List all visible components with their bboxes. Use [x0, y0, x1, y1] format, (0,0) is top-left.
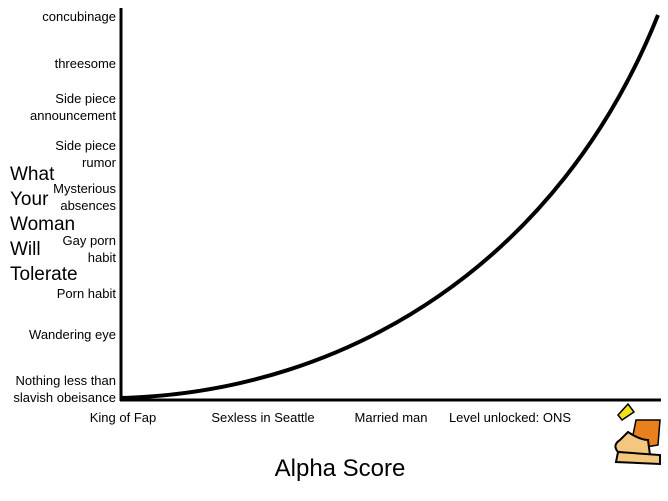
x-tick-label: Level unlocked: ONS	[448, 410, 572, 425]
x-tick-label: King of Fap	[89, 410, 157, 425]
x-tick-label: Married man	[354, 410, 428, 425]
y-tick-label: Mysterious absences	[53, 181, 116, 213]
y-tick-label: threesome	[54, 56, 116, 71]
y-tick-label: Gay porn habit	[62, 233, 116, 265]
y-tick-label: Side piece rumor	[55, 138, 116, 170]
icon	[614, 402, 661, 466]
y-axis-title: What Your Woman Will Tolerate	[10, 164, 78, 285]
y-tick-label: Nothing less than slavish obeisance	[13, 373, 116, 405]
y-tick-label: Wandering eye	[29, 327, 116, 342]
curve	[120, 14, 660, 400]
x-axis-title: Alpha Score	[274, 455, 406, 482]
y-tick-label: Side piece announcement	[29, 91, 116, 123]
y-tick-label: Porn habit	[56, 286, 116, 301]
x-tick-label: Sexless in Seattle	[211, 410, 315, 425]
y-tick-label: concubinage	[42, 9, 116, 24]
